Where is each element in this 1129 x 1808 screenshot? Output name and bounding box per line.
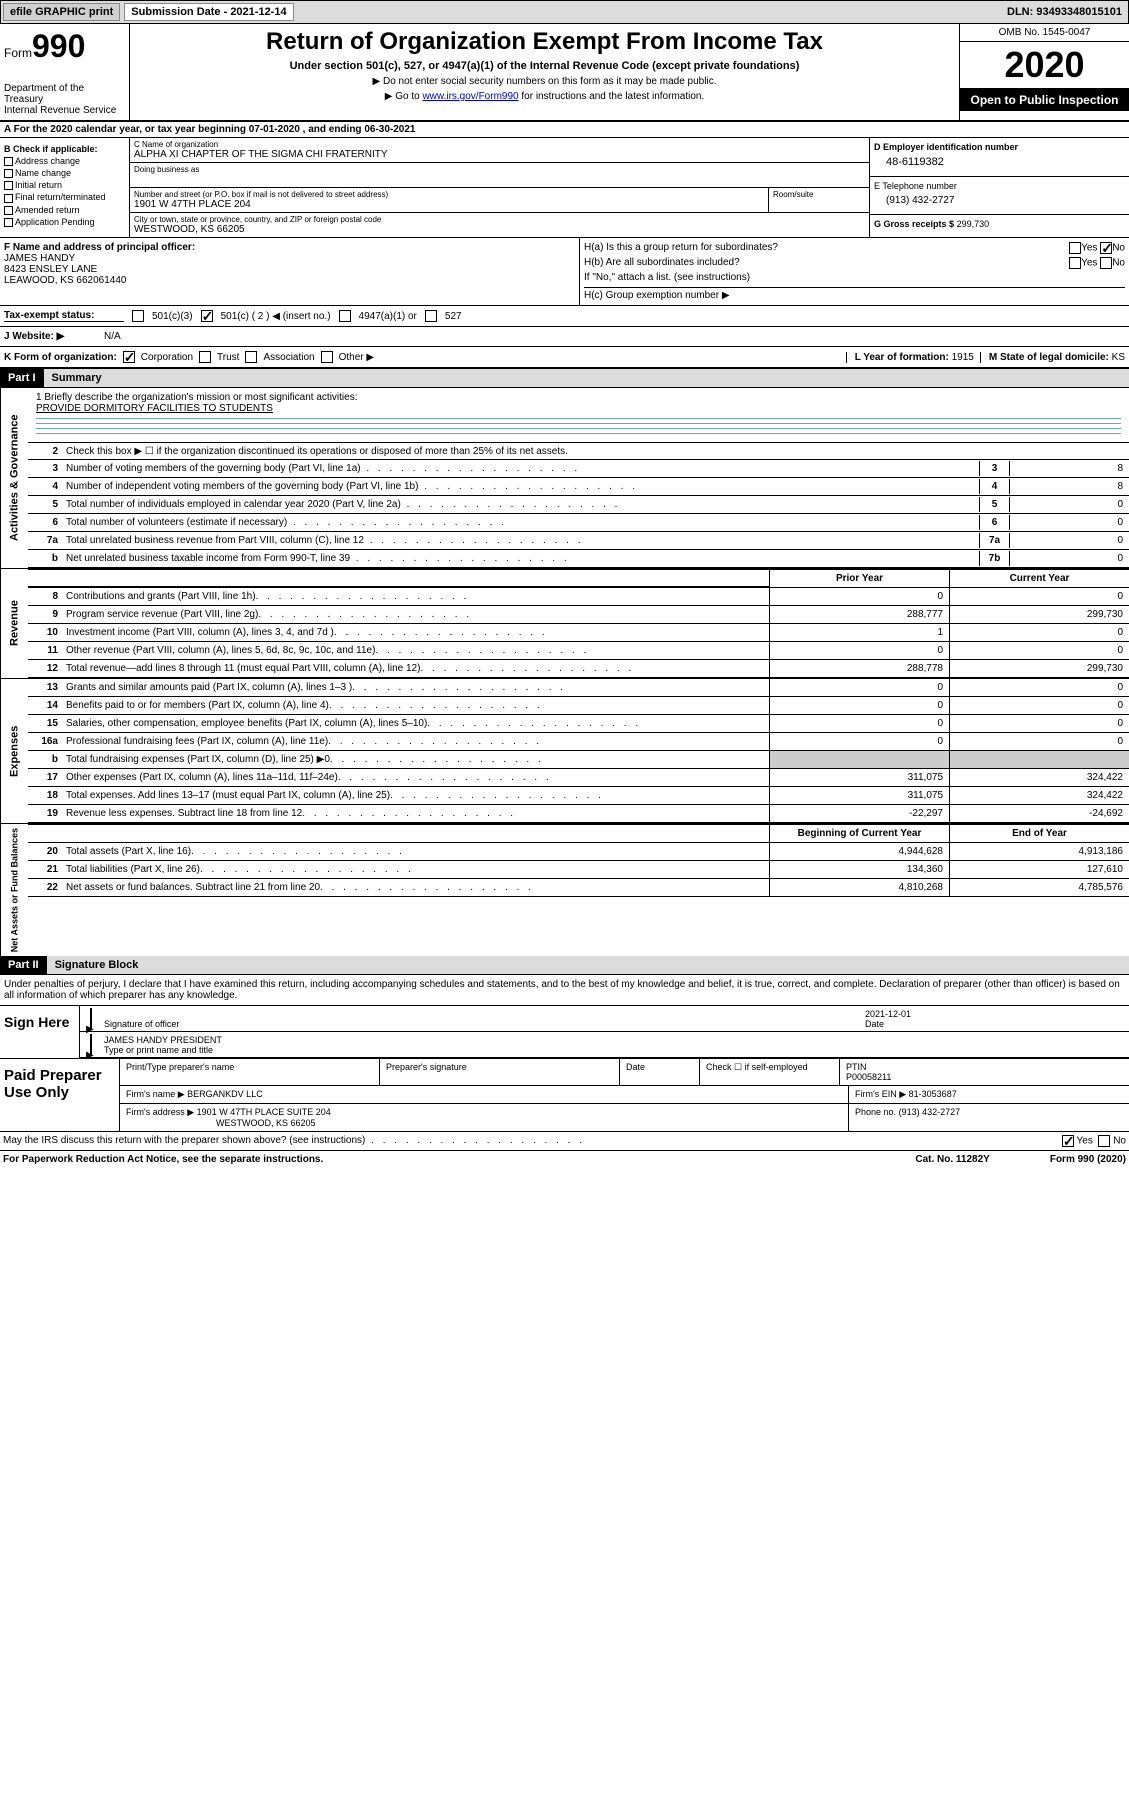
hb-yes[interactable] xyxy=(1069,257,1081,269)
line-11: 11Other revenue (Part VIII, column (A), … xyxy=(28,642,1129,660)
submission-date: Submission Date - 2021-12-14 xyxy=(124,3,293,21)
row-k: K Form of organization: Corporation Trus… xyxy=(0,346,1129,369)
side-revenue: Revenue xyxy=(0,569,28,678)
chk-trust[interactable] xyxy=(199,351,211,363)
dept-treasury: Department of the Treasury Internal Reve… xyxy=(4,83,125,116)
part1-header: Part I Summary xyxy=(0,369,1129,388)
ha-no[interactable] xyxy=(1100,242,1112,254)
line-8: 8Contributions and grants (Part VIII, li… xyxy=(28,588,1129,606)
ptin: P00058211 xyxy=(846,1072,891,1082)
efile-btn[interactable]: efile GRAPHIC print xyxy=(3,3,120,21)
form-number: 990 xyxy=(32,28,85,64)
state-domicile: KS xyxy=(1112,352,1125,363)
row-f-h: F Name and address of principal officer:… xyxy=(0,237,1129,305)
dln: DLN: 93493348015101 xyxy=(1007,6,1126,18)
gov-line-7b: bNet unrelated business taxable income f… xyxy=(28,550,1129,568)
omb-number: OMB No. 1545-0047 xyxy=(960,24,1129,42)
discuss-yes[interactable] xyxy=(1062,1135,1074,1147)
org-name: ALPHA XI CHAPTER OF THE SIGMA CHI FRATER… xyxy=(134,149,865,160)
mission-text: PROVIDE DORMITORY FACILITIES TO STUDENTS xyxy=(36,403,1121,414)
chk-4947[interactable] xyxy=(339,310,351,322)
side-netassets: Net Assets or Fund Balances xyxy=(0,824,28,956)
chk-corporation[interactable] xyxy=(123,351,135,363)
chk-other[interactable] xyxy=(321,351,333,363)
chk-address-change[interactable]: Address change xyxy=(4,156,125,166)
line-17: 17Other expenses (Part IX, column (A), l… xyxy=(28,769,1129,787)
form-prefix: Form xyxy=(4,46,32,60)
part2-header: Part II Signature Block xyxy=(0,956,1129,975)
chk-527[interactable] xyxy=(425,310,437,322)
note-goto: ▶ Go to www.irs.gov/Form990 for instruct… xyxy=(134,91,955,102)
chk-501c[interactable] xyxy=(201,310,213,322)
chk-amended-return[interactable]: Amended return xyxy=(4,205,125,215)
tax-exempt-status: Tax-exempt status: 501(c)(3) 501(c) ( 2 … xyxy=(0,305,1129,326)
line-13: 13Grants and similar amounts paid (Part … xyxy=(28,679,1129,697)
instructions-link[interactable]: www.irs.gov/Form990 xyxy=(422,91,518,102)
firm-phone: (913) 432-2727 xyxy=(899,1107,961,1117)
gov-line-6: 6Total number of volunteers (estimate if… xyxy=(28,514,1129,532)
gov-line-4: 4Number of independent voting members of… xyxy=(28,478,1129,496)
year-formation: 1915 xyxy=(952,352,974,363)
form-header: Form990 Department of the Treasury Inter… xyxy=(0,24,1129,122)
open-inspection: Open to Public Inspection xyxy=(960,89,1129,111)
chk-initial-return[interactable]: Initial return xyxy=(4,180,125,190)
line-18: 18Total expenses. Add lines 13–17 (must … xyxy=(28,787,1129,805)
box-b: B Check if applicable: Address change Na… xyxy=(0,138,130,237)
sign-here: Sign Here Signature of officer2021-12-01… xyxy=(0,1006,1129,1058)
line-19: 19Revenue less expenses. Subtract line 1… xyxy=(28,805,1129,823)
chk-name-change[interactable]: Name change xyxy=(4,168,125,178)
gov-line-3: 3Number of voting members of the governi… xyxy=(28,460,1129,478)
form-subtitle: Under section 501(c), 527, or 4947(a)(1)… xyxy=(134,60,955,72)
box-c: C Name of organization ALPHA XI CHAPTER … xyxy=(130,138,869,237)
line-b: bTotal fundraising expenses (Part IX, co… xyxy=(28,751,1129,769)
chk-501c3[interactable] xyxy=(132,310,144,322)
gov-line-5: 5Total number of individuals employed in… xyxy=(28,496,1129,514)
note-ssn: ▶ Do not enter social security numbers o… xyxy=(134,76,955,87)
officer-signed: JAMES HANDY PRESIDENT xyxy=(104,1035,222,1045)
row-a-tax-year: A For the 2020 calendar year, or tax yea… xyxy=(0,122,1129,138)
line-20: 20Total assets (Part X, line 16)4,944,62… xyxy=(28,843,1129,861)
mission-block: 1 Briefly describe the organization's mi… xyxy=(28,388,1129,442)
officer-name: JAMES HANDY xyxy=(4,253,575,264)
section-b-to-g: B Check if applicable: Address change Na… xyxy=(0,138,1129,237)
tax-year: 2020 xyxy=(960,42,1129,89)
discuss-no[interactable] xyxy=(1098,1135,1110,1147)
city-state-zip: WESTWOOD, KS 66205 xyxy=(134,224,865,235)
line-22: 22Net assets or fund balances. Subtract … xyxy=(28,879,1129,897)
sign-date: 2021-12-01 xyxy=(865,1009,911,1019)
hb-no[interactable] xyxy=(1100,257,1112,269)
line-12: 12Total revenue—add lines 8 through 11 (… xyxy=(28,660,1129,678)
ha-yes[interactable] xyxy=(1069,242,1081,254)
side-expenses: Expenses xyxy=(0,679,28,823)
chk-final-return[interactable]: Final return/terminated xyxy=(4,192,125,202)
firm-ein: 81-3053687 xyxy=(909,1089,957,1099)
ein: 48-6119382 xyxy=(874,152,1125,172)
chk-association[interactable] xyxy=(245,351,257,363)
website-value: N/A xyxy=(104,331,121,342)
paid-preparer: Paid Preparer Use Only Print/Type prepar… xyxy=(0,1058,1129,1131)
line-9: 9Program service revenue (Part VIII, lin… xyxy=(28,606,1129,624)
irs-discuss-row: May the IRS discuss this return with the… xyxy=(0,1131,1129,1150)
gross-receipts: 299,730 xyxy=(957,219,990,229)
chk-application-pending[interactable]: Application Pending xyxy=(4,217,125,227)
line-15: 15Salaries, other compensation, employee… xyxy=(28,715,1129,733)
firm-addr1: 1901 W 47TH PLACE SUITE 204 xyxy=(197,1107,331,1117)
topbar: efile GRAPHIC print Submission Date - 20… xyxy=(0,0,1129,24)
line-14: 14Benefits paid to or for members (Part … xyxy=(28,697,1129,715)
telephone: (913) 432-2727 xyxy=(874,191,1125,210)
line-16a: 16aProfessional fundraising fees (Part I… xyxy=(28,733,1129,751)
firm-name: BERGANKDV LLC xyxy=(187,1089,263,1099)
street-address: 1901 W 47TH PLACE 204 xyxy=(134,199,764,210)
gov-line-7a: 7aTotal unrelated business revenue from … xyxy=(28,532,1129,550)
website-row: J Website: ▶ N/A xyxy=(0,326,1129,346)
form-title: Return of Organization Exempt From Incom… xyxy=(134,28,955,56)
line-10: 10Investment income (Part VIII, column (… xyxy=(28,624,1129,642)
side-governance: Activities & Governance xyxy=(0,388,28,568)
footer: For Paperwork Reduction Act Notice, see … xyxy=(0,1150,1129,1168)
line-21: 21Total liabilities (Part X, line 26)134… xyxy=(28,861,1129,879)
perjury-text: Under penalties of perjury, I declare th… xyxy=(0,975,1129,1006)
